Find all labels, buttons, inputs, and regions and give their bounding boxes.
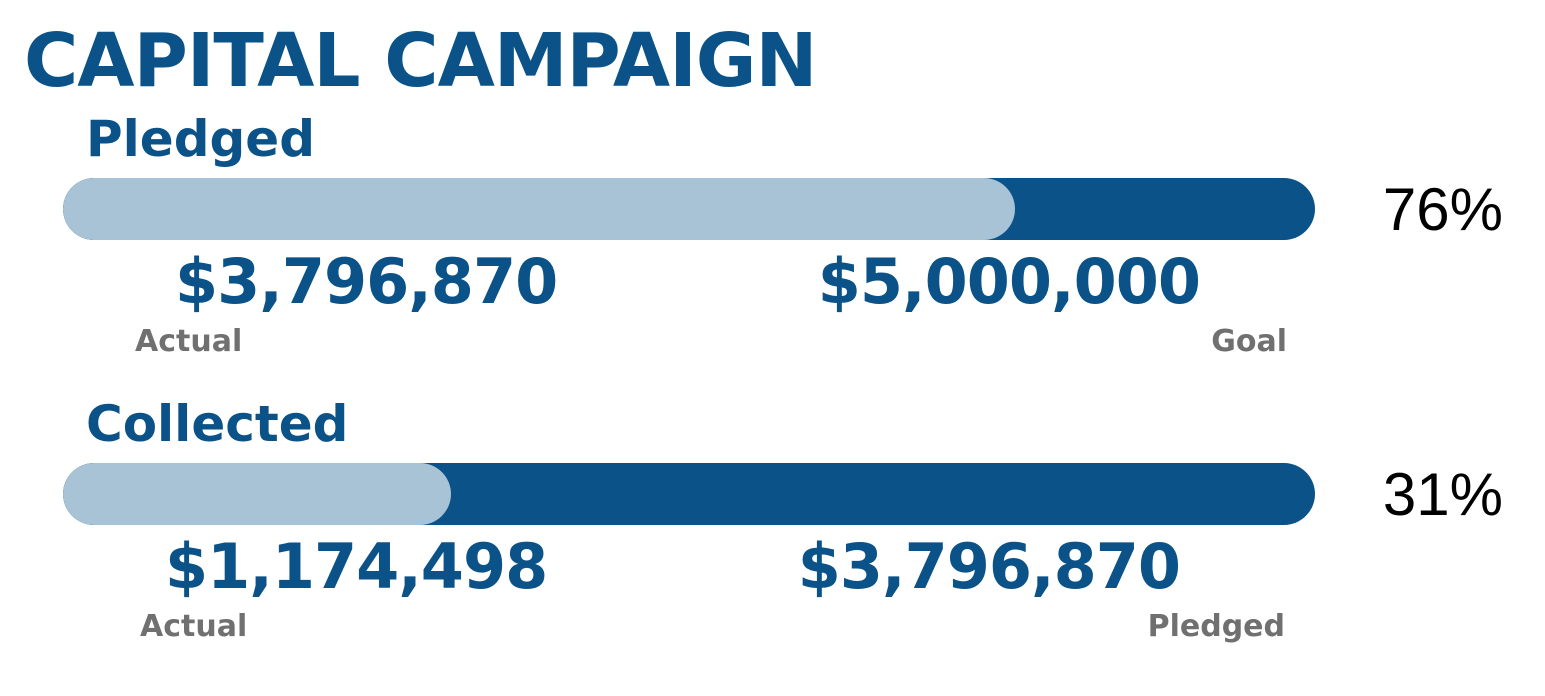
collected-section-label: Collected [86,395,349,453]
pledged-actual-amount: $3,796,870 [175,245,558,318]
collected-pledged-caption: Pledged [1147,609,1285,644]
pledged-goal-amount: $5,000,000 [817,245,1201,318]
pledged-actual-caption: Actual [135,324,243,359]
collected-progress-fill [63,463,452,525]
collected-percent: 31% [1382,461,1503,528]
collected-progress-bar [63,463,1315,525]
pledged-section-label: Pledged [86,110,315,168]
pledged-goal-caption: Goal [1211,324,1287,359]
pledged-progress-fill [63,178,1015,240]
page-title: CAPITAL CAMPAIGN [24,18,817,104]
pledged-percent: 76% [1382,176,1503,243]
collected-pledged-amount: $3,796,870 [797,530,1181,603]
collected-actual-caption: Actual [140,609,248,644]
collected-actual-amount: $1,174,498 [165,530,548,603]
pledged-progress-bar [63,178,1315,240]
